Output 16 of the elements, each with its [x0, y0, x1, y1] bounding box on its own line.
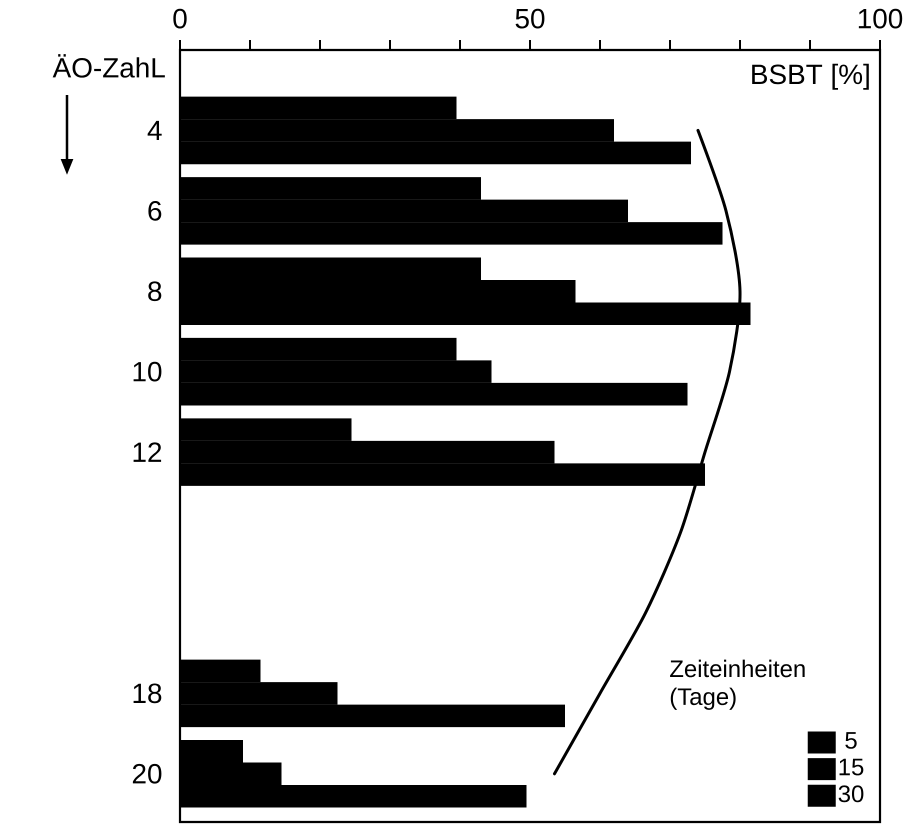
legend-label: 30 [838, 785, 864, 802]
legend-label: 15 [840, 758, 864, 776]
x-tick-label: 0 [173, 8, 187, 29]
y-tick-label: 8 [148, 281, 162, 302]
x-tick-label: 100 [858, 8, 902, 29]
legend-label: 5 [845, 732, 857, 749]
x-axis-title: BSBT [%] [752, 64, 869, 90]
y-tick-label: 12 [134, 442, 162, 462]
y-tick-label: 20 [132, 764, 162, 784]
y-tick-label: 6 [148, 200, 162, 221]
legend-title: Zeiteinheiten (Tage) [670, 660, 805, 710]
y-tick-label: 4 [148, 120, 162, 140]
y-axis-title: ÄO-ZahL [52, 54, 165, 78]
x-tick-label: 50 [516, 8, 544, 29]
y-tick-label: 18 [134, 683, 162, 704]
y-tick-label: 10 [134, 362, 162, 382]
